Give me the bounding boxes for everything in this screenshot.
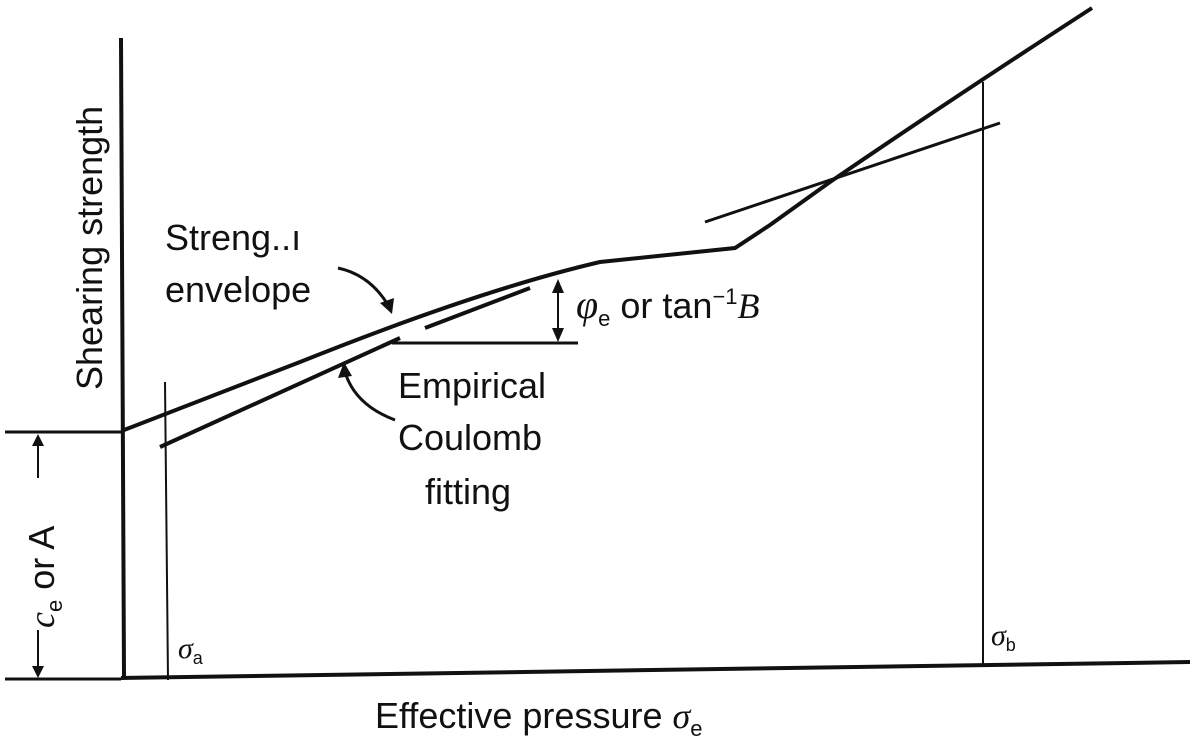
coulomb-label-line2: Coulomb xyxy=(398,417,542,458)
sigma-b-subscript: b xyxy=(1006,635,1016,655)
x-axis xyxy=(120,660,1191,680)
coulomb-leader-arrowhead xyxy=(338,362,352,378)
sigma-b-label: σb xyxy=(991,619,1016,655)
sigma-a-guide xyxy=(164,381,169,681)
angle-arrow-head-bottom xyxy=(552,328,564,342)
sigma-a-subscript: a xyxy=(193,648,204,668)
angle-var: B xyxy=(738,286,760,326)
coulomb-fit-seg-1 xyxy=(159,336,401,449)
x-axis-label-symbol: σ xyxy=(672,696,691,736)
y-axis-label: Shearing strength xyxy=(69,106,110,390)
angle-arrow-head-top xyxy=(552,279,564,293)
sigma-b-symbol: σ xyxy=(991,619,1007,652)
angle-symbol: φ xyxy=(576,282,598,327)
coulomb-label-line3: fitting xyxy=(425,471,511,512)
coulomb-fit-seg-3 xyxy=(704,121,1001,224)
angle-text: or tan xyxy=(610,285,712,326)
coulomb-label-line1: Empirical xyxy=(398,365,546,406)
sigma-a-symbol: σ xyxy=(178,632,194,665)
intercept-symbol: c xyxy=(22,612,62,628)
intercept-text: or A xyxy=(21,526,62,600)
sigma-a-label: σa xyxy=(178,632,204,668)
intercept-subscript: e xyxy=(42,600,67,612)
angle-label: φe or tan−1B xyxy=(576,282,760,331)
angle-subscript: e xyxy=(598,306,610,331)
strength-envelope-curve xyxy=(123,6,1094,432)
x-axis-label-prefix: Effective pressure xyxy=(375,695,672,736)
envelope-leader xyxy=(337,266,390,306)
intercept-arrowhead-top xyxy=(32,434,44,446)
envelope-leader-arrowhead xyxy=(380,298,394,314)
coulomb-leader xyxy=(343,371,396,422)
envelope-label-line1: Streng..ı xyxy=(165,217,301,258)
x-axis-label: Effective pressure σe xyxy=(375,695,703,741)
coulomb-fit-seg-2 xyxy=(424,286,531,330)
intercept-arrowhead-bottom xyxy=(32,666,44,678)
y-axis xyxy=(119,37,126,679)
envelope-label-line2: envelope xyxy=(165,269,311,310)
intercept-label: ce or A xyxy=(21,526,67,628)
x-axis-label-subscript: e xyxy=(690,716,702,741)
angle-exponent: −1 xyxy=(712,284,737,309)
